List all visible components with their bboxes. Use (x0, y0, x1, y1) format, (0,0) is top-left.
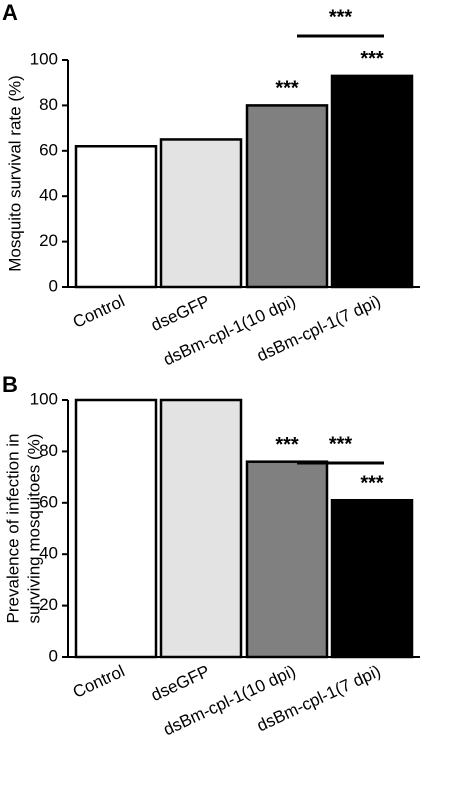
y-tick-label: 40 (39, 186, 58, 205)
bracket-label: *** (329, 6, 353, 28)
x-tick-label: dseGFP (148, 661, 213, 705)
y-tick-label: 20 (39, 595, 58, 614)
bar (330, 74, 414, 289)
bar (159, 398, 243, 659)
panel-label: B (2, 372, 18, 397)
bar (74, 145, 158, 289)
panel-label: A (2, 0, 18, 25)
y-tick-label: 80 (39, 441, 58, 460)
y-tick-label: 100 (30, 49, 58, 68)
y-tick-label: 60 (39, 492, 58, 511)
bar (74, 398, 158, 659)
y-tick-label: 20 (39, 231, 58, 250)
y-axis-label: surviving mosquitoes (%) (24, 434, 43, 624)
y-tick-label: 0 (49, 646, 58, 665)
x-tick-label: Control (70, 661, 128, 701)
significance: *** (360, 48, 384, 70)
bracket-label: *** (329, 433, 353, 455)
bar (330, 498, 414, 659)
y-axis-label: Mosquito survival rate (%) (5, 75, 24, 272)
y-tick-label: 0 (49, 276, 58, 295)
y-tick-label: 60 (39, 140, 58, 159)
significance: *** (360, 473, 384, 495)
x-tick-label: dseGFP (148, 291, 213, 335)
bar (245, 460, 329, 659)
y-tick-label: 100 (30, 389, 58, 408)
significance: *** (275, 434, 299, 456)
y-axis-label: Prevalence of infection in (3, 434, 22, 624)
bar (245, 104, 329, 289)
bar (159, 138, 243, 289)
x-tick-label: Control (70, 291, 128, 331)
significance: *** (275, 78, 299, 100)
y-tick-label: 80 (39, 95, 58, 114)
y-tick-label: 40 (39, 544, 58, 563)
